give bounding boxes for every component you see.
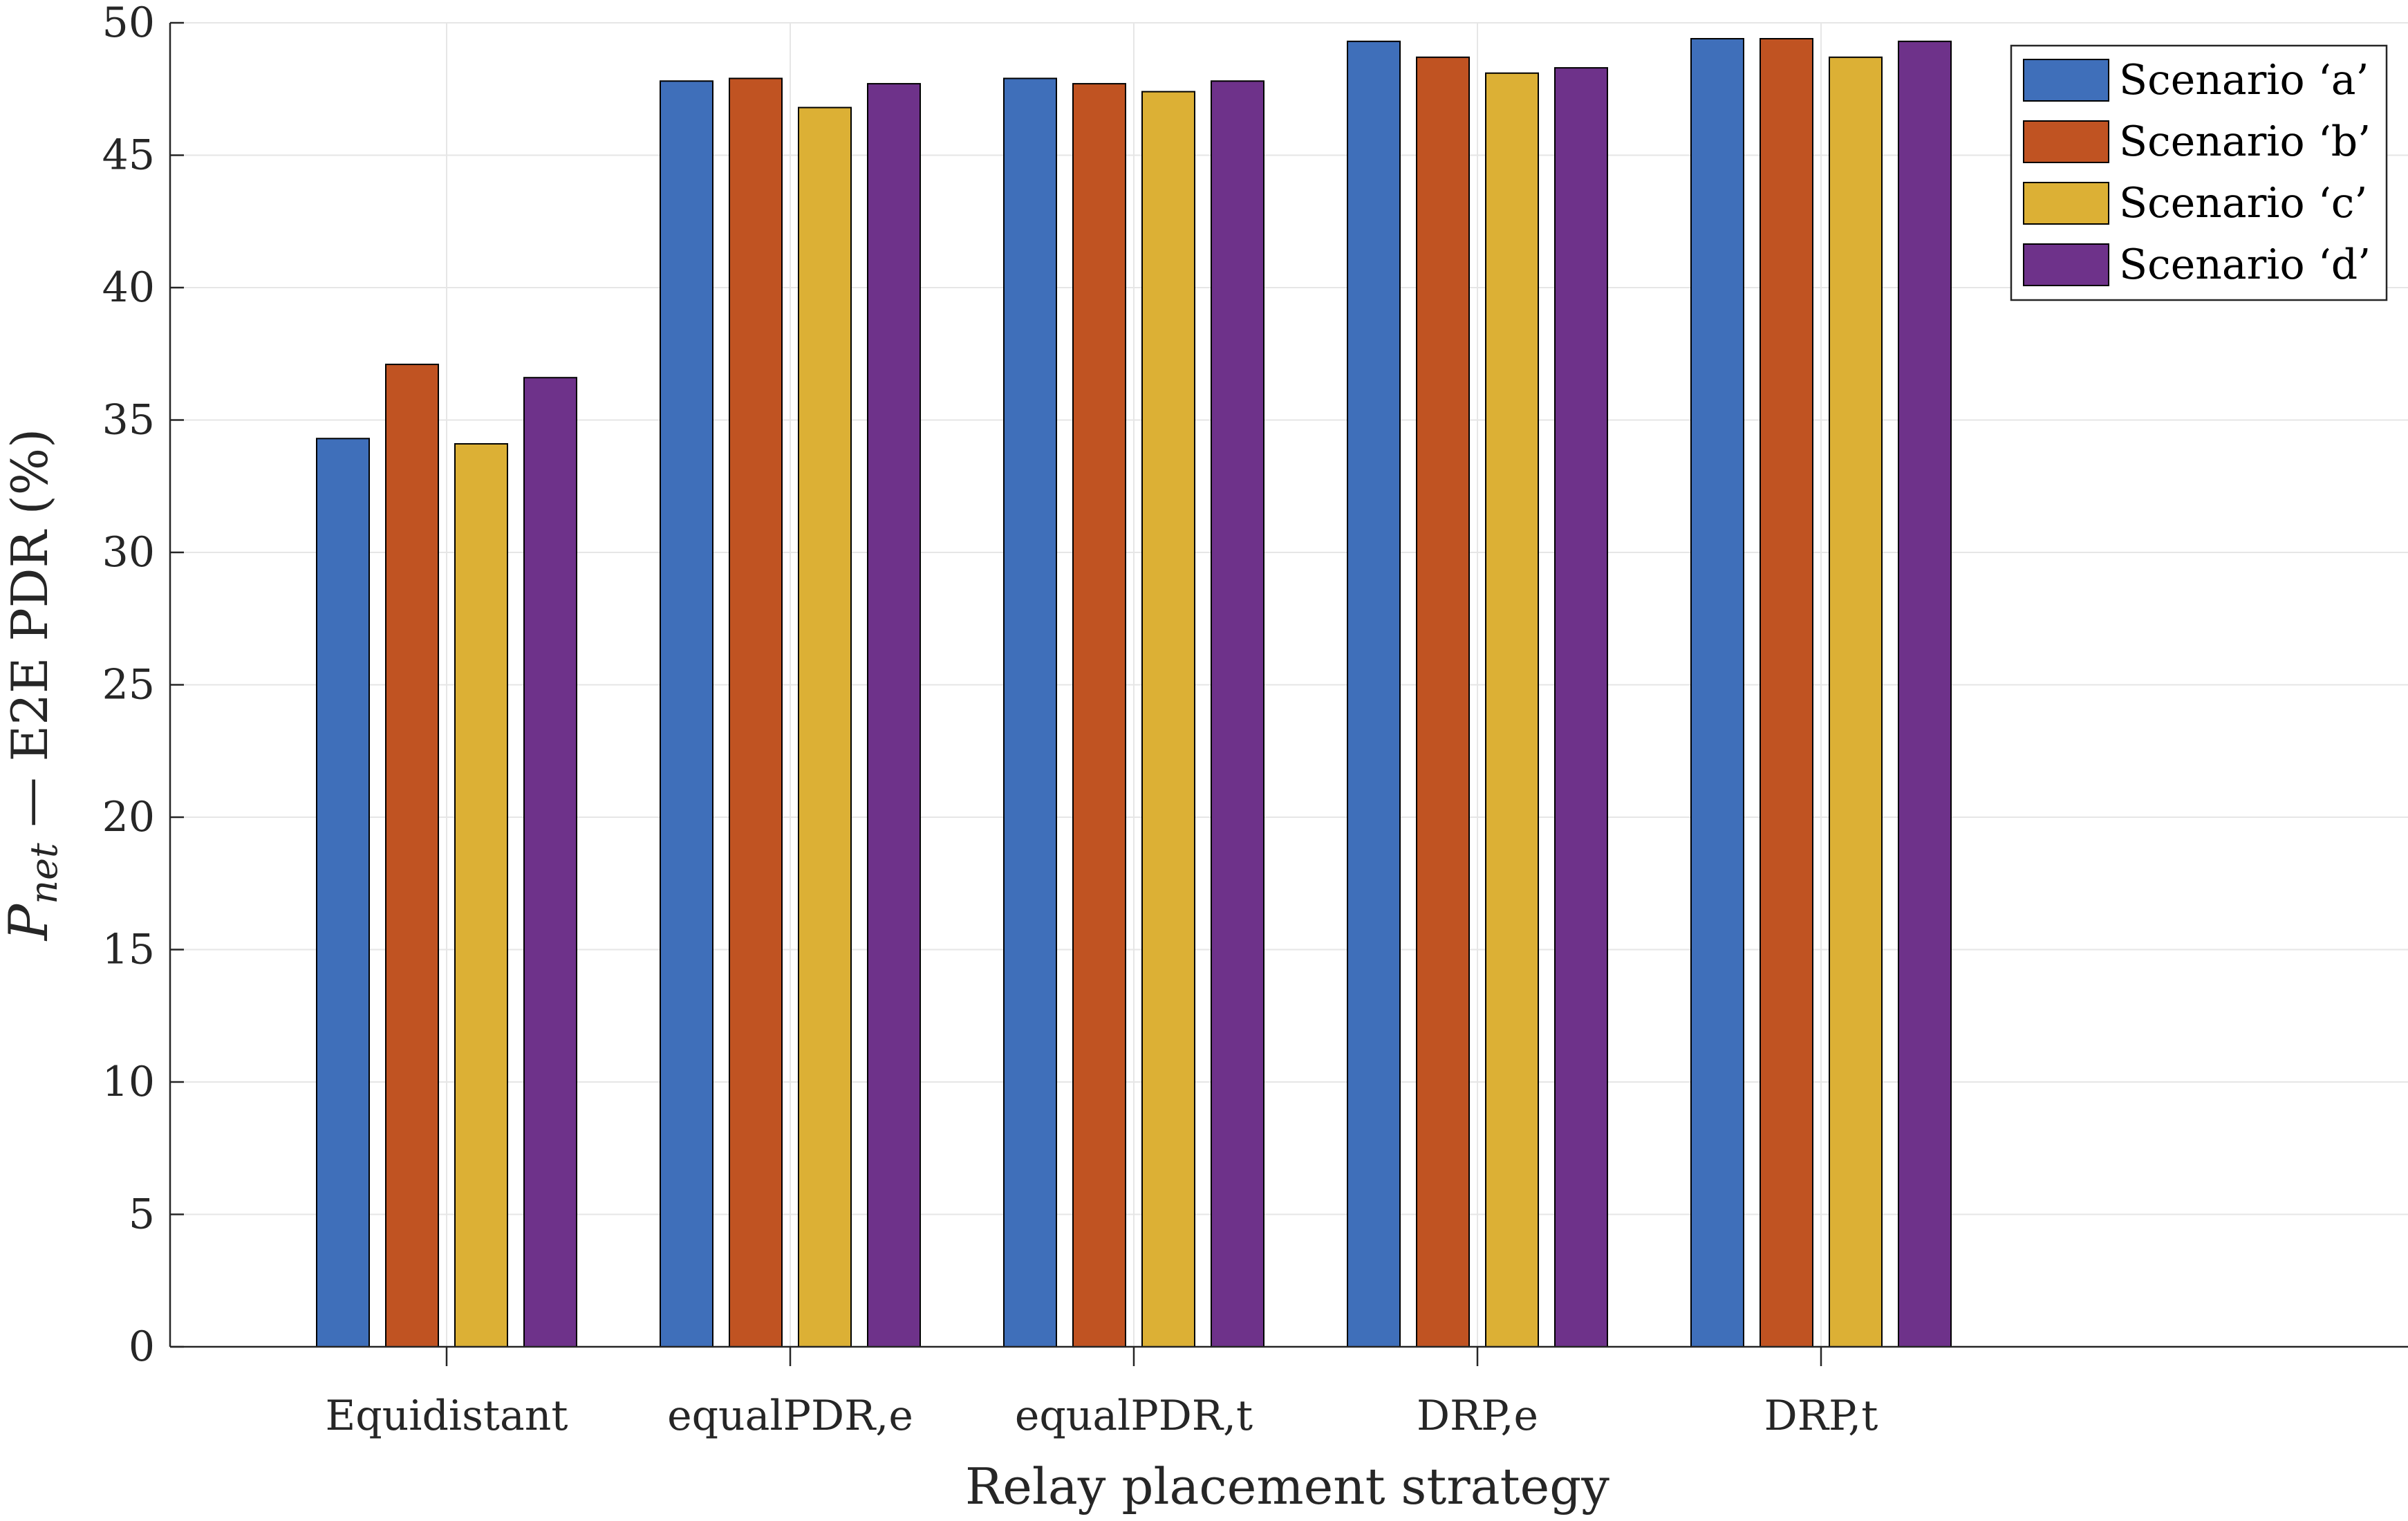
bar: [1141, 91, 1195, 1348]
bar: [660, 80, 713, 1347]
bar: [1690, 37, 1744, 1348]
y-axis-title-symbol: P: [0, 903, 60, 942]
bar: [1760, 37, 1813, 1348]
legend-label: Scenario ‘a’: [2119, 56, 2369, 104]
y-axis-title-text: — E2E PDR (%): [1, 429, 59, 843]
legend-swatch: [2023, 120, 2109, 163]
legend-label: Scenario ‘c’: [2119, 179, 2367, 227]
y-tick-label: 0: [129, 1323, 155, 1371]
legend-label: Scenario ‘d’: [2119, 241, 2371, 289]
y-tick-label: 40: [102, 263, 155, 312]
y-tick-label: 50: [102, 0, 155, 47]
axes: [169, 21, 2408, 1366]
x-tick-label: Equidistant: [325, 1392, 568, 1440]
bar: [1072, 83, 1126, 1348]
y-tick-label: 5: [129, 1191, 155, 1239]
x-tick-label: equalPDR,t: [1015, 1392, 1253, 1440]
bars: [316, 37, 1952, 1348]
x-tick-label: equalPDR,e: [667, 1392, 913, 1440]
x-tick-label: DRP,e: [1417, 1392, 1538, 1440]
y-tick-labels: 0 5 10 15 20 25 30 35 40 45 50: [102, 0, 155, 1371]
x-tick-labels: Equidistant equalPDR,e equalPDR,t DRP,e DRP,…: [325, 1392, 1878, 1440]
y-tick-label: 30: [102, 528, 155, 577]
legend-swatch: [2023, 182, 2109, 225]
bar: [1211, 80, 1264, 1347]
legend-label: Scenario ‘b’: [2119, 118, 2371, 166]
y-axis-title: Pnet — E2E PDR (%): [0, 429, 66, 942]
bar: [1347, 40, 1401, 1347]
bar: [454, 442, 508, 1347]
bar: [1416, 56, 1470, 1347]
bar: [1003, 77, 1057, 1347]
bar: [1829, 56, 1883, 1347]
x-tick-label: DRP,t: [1764, 1392, 1878, 1440]
y-tick-label: 35: [102, 396, 155, 445]
bar: [1554, 67, 1608, 1348]
bar: [316, 438, 370, 1347]
legend-swatch: [2023, 59, 2109, 102]
bar: [523, 377, 577, 1347]
bar: [1898, 40, 1952, 1347]
x-axis-title: Relay placement strategy: [965, 1457, 1609, 1515]
bar: [729, 77, 783, 1347]
y-tick-label: 25: [102, 661, 155, 709]
y-axis-title-subscript: net: [22, 843, 66, 904]
bar: [867, 83, 921, 1348]
y-tick-label: 45: [102, 131, 155, 180]
y-tick-label: 10: [102, 1058, 155, 1106]
bar: [1485, 72, 1539, 1347]
y-tick-label: 20: [102, 793, 155, 841]
bar: [385, 364, 439, 1348]
bar: [798, 106, 852, 1347]
legend-swatch: [2023, 243, 2109, 286]
y-tick-label: 15: [102, 926, 155, 974]
legend: Scenario ‘a’ Scenario ‘b’ Scenario ‘c’ Scen…: [2010, 44, 2388, 301]
